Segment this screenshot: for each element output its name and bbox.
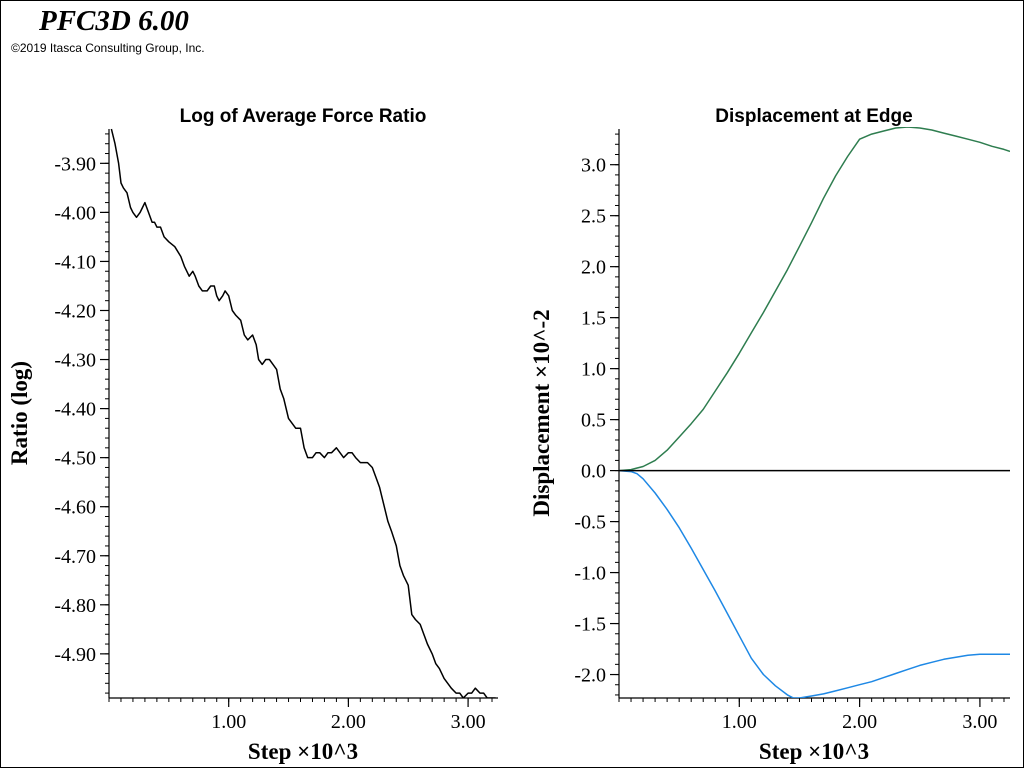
y-tick-label: -4.30 — [54, 350, 96, 372]
force-ratio-chart: Log of Average Force Ratio -3.90 -4.00 -4.1… — [7, 106, 498, 764]
y-axis-label: Displacement ×10^-2 — [529, 309, 554, 516]
y-tick-label: 2.5 — [581, 206, 606, 228]
x-axis-label: Step ×10^3 — [248, 739, 358, 764]
y-tick-label: -4.10 — [54, 251, 96, 273]
displacement-chart: Displacement at Edge 3.0 2.5 2.0 1.5 1.0 0.5 0.… — [529, 106, 1010, 764]
y-tick-label: 0.0 — [581, 461, 606, 483]
y-tick-label: -3.90 — [54, 153, 96, 175]
copyright-notice: ©2019 Itasca Consulting Group, Inc. — [11, 41, 205, 55]
y-tick-label: -2.0 — [574, 665, 606, 687]
y-tick-label: -4.40 — [54, 399, 96, 421]
series-line-0 — [619, 127, 1010, 472]
y-tick-label: -4.20 — [54, 300, 96, 322]
y-axis-label: Ratio (log) — [7, 361, 32, 465]
y-tick-label: 0.5 — [581, 410, 606, 432]
y-tick-label: 3.0 — [581, 155, 606, 177]
x-tick-label: 2.00 — [331, 711, 366, 733]
chart-title: Log of Average Force Ratio — [180, 106, 427, 127]
y-tick-label: -4.90 — [54, 644, 96, 666]
x-axis-label: Step ×10^3 — [759, 739, 869, 764]
y-tick-label: -0.5 — [574, 512, 606, 534]
x-tick-label: 3.00 — [451, 711, 486, 733]
x-tick-label: 1.00 — [211, 711, 246, 733]
y-tick-label: -4.50 — [54, 448, 96, 470]
app-title: PFC3D 6.00 — [39, 5, 189, 37]
chart-title: Displacement at Edge — [715, 106, 912, 127]
x-tick-label: 3.00 — [962, 711, 997, 733]
x-tick-label: 1.00 — [722, 711, 757, 733]
y-tick-label: -4.60 — [54, 497, 96, 519]
y-tick-label: 1.0 — [581, 359, 606, 381]
y-tick-label: -4.00 — [54, 202, 96, 224]
series-line-1 — [619, 469, 1010, 698]
y-tick-label: -1.5 — [574, 614, 606, 636]
y-tick-label: 1.5 — [581, 308, 606, 330]
y-tick-label: 2.0 — [581, 257, 606, 279]
series-line-0 — [110, 128, 496, 698]
y-tick-label: -1.0 — [574, 563, 606, 585]
y-tick-label: -4.70 — [54, 546, 96, 568]
x-tick-label: 2.00 — [842, 711, 877, 733]
y-tick-label: -4.80 — [54, 595, 96, 617]
